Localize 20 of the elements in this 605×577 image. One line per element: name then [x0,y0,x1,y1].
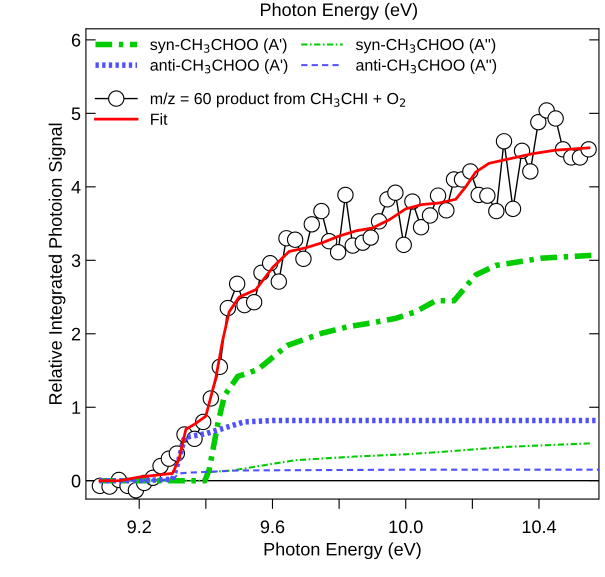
chart-title: Photon Energy (eV) [260,2,417,20]
x-tick-label: 10.4 [522,520,556,534]
y-tick-label: 0 [72,474,80,488]
y-tick-label: 4 [71,180,81,194]
y-tick-label: 6 [72,34,80,47]
x-tick-label: 9.6 [260,520,284,534]
y-tick-label: 2 [72,328,80,340]
y-axis-title: Relative Integrated Photoion Signal [48,124,66,404]
text: 10.0 [390,520,423,534]
x-axis-title: Photon Energy (eV) [264,542,421,560]
legend-label: anti-CH$_{3}$CHOO (A'') [356,59,496,74]
y-tick-label: 1 [72,401,80,414]
legend-label: syn-CH$_{3}$CHOO (A') [150,38,286,54]
legend-label: Fit [151,113,168,125]
y-tick-label: 3 [72,254,80,268]
legend-label: syn-CH$_{3}$CHOO (A'') [356,38,496,54]
legend-label: m/z = 60 product from CH$_{3}$CHI + O$_{2}$ [150,92,406,108]
x-tick-label: 9.2 [128,520,151,534]
legend-label: anti-CH$_{3}$CHOO (A') [150,59,288,74]
y-tick-label: 5 [72,107,80,120]
